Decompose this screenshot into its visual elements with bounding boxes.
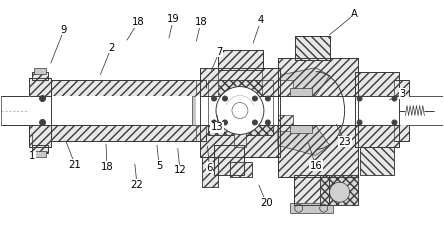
Polygon shape	[320, 175, 357, 205]
Bar	[34, 68, 46, 74]
Text: 13: 13	[210, 122, 223, 132]
Bar	[1, 96, 39, 126]
Text: 23: 23	[339, 137, 351, 147]
Bar	[208, 80, 273, 135]
Text: 1: 1	[29, 151, 36, 162]
Bar	[196, 96, 206, 126]
Bar	[208, 96, 273, 126]
Bar	[202, 157, 218, 187]
Bar	[320, 175, 357, 205]
Text: 21: 21	[69, 160, 81, 170]
Bar	[34, 151, 46, 157]
Bar	[234, 126, 246, 147]
Circle shape	[320, 204, 328, 212]
Bar	[294, 175, 329, 205]
Bar	[262, 68, 280, 96]
Bar	[294, 175, 329, 205]
Circle shape	[266, 120, 270, 125]
Text: 22: 22	[131, 180, 143, 190]
Text: 18: 18	[194, 18, 207, 27]
Circle shape	[222, 96, 227, 101]
Bar	[408, 96, 443, 126]
Bar	[28, 78, 51, 147]
Bar	[28, 96, 51, 126]
Circle shape	[232, 103, 248, 119]
Bar	[200, 68, 280, 157]
Circle shape	[216, 87, 264, 134]
Bar	[214, 145, 244, 175]
Bar	[290, 203, 333, 213]
Bar	[360, 147, 394, 175]
Circle shape	[40, 96, 46, 101]
Circle shape	[252, 96, 258, 101]
Circle shape	[295, 204, 303, 212]
Text: 4: 4	[258, 15, 264, 25]
Circle shape	[211, 120, 217, 125]
Polygon shape	[278, 68, 329, 96]
Circle shape	[40, 119, 46, 126]
Bar	[214, 145, 244, 175]
Polygon shape	[220, 122, 260, 137]
Bar	[230, 162, 252, 177]
Bar	[200, 68, 280, 157]
Bar	[218, 50, 263, 70]
Text: 20: 20	[260, 198, 273, 208]
Circle shape	[357, 96, 362, 101]
Bar	[355, 96, 400, 126]
Bar	[196, 80, 206, 141]
Text: 5: 5	[156, 161, 163, 171]
Bar	[208, 80, 273, 135]
Bar	[394, 96, 409, 126]
Bar	[192, 96, 200, 126]
Text: 16: 16	[309, 161, 322, 171]
Bar	[51, 96, 200, 126]
Bar	[218, 50, 263, 70]
Bar	[200, 96, 280, 126]
Bar	[278, 80, 293, 96]
Text: 6: 6	[206, 163, 213, 173]
Bar	[394, 80, 409, 141]
Text: 2: 2	[108, 43, 115, 53]
Circle shape	[392, 96, 397, 101]
Bar	[51, 80, 200, 96]
Circle shape	[222, 120, 227, 125]
Circle shape	[357, 120, 362, 125]
Text: 18: 18	[131, 18, 144, 27]
Text: 18: 18	[101, 162, 113, 172]
Bar	[355, 72, 400, 147]
Bar	[200, 68, 218, 96]
Bar	[295, 36, 329, 60]
Text: 12: 12	[174, 165, 186, 175]
Bar	[278, 115, 293, 131]
Bar	[278, 58, 357, 177]
Bar	[278, 96, 357, 126]
Bar	[51, 126, 200, 141]
Circle shape	[266, 96, 270, 101]
Bar	[360, 147, 394, 175]
Bar	[32, 145, 48, 153]
Circle shape	[211, 96, 217, 101]
Circle shape	[392, 120, 397, 125]
Bar	[355, 72, 400, 147]
Circle shape	[329, 182, 349, 202]
Text: 7: 7	[216, 47, 222, 57]
Text: 19: 19	[167, 14, 180, 24]
Bar	[32, 72, 48, 80]
Bar	[28, 78, 51, 147]
Bar	[290, 126, 312, 133]
Bar	[230, 162, 252, 177]
Text: 9: 9	[61, 25, 67, 35]
Polygon shape	[278, 126, 329, 155]
Text: A: A	[351, 9, 358, 19]
Text: 3: 3	[400, 89, 406, 99]
Bar	[202, 157, 218, 187]
Bar	[278, 58, 357, 177]
Bar	[295, 36, 329, 60]
Bar	[290, 88, 312, 96]
Circle shape	[252, 120, 258, 125]
